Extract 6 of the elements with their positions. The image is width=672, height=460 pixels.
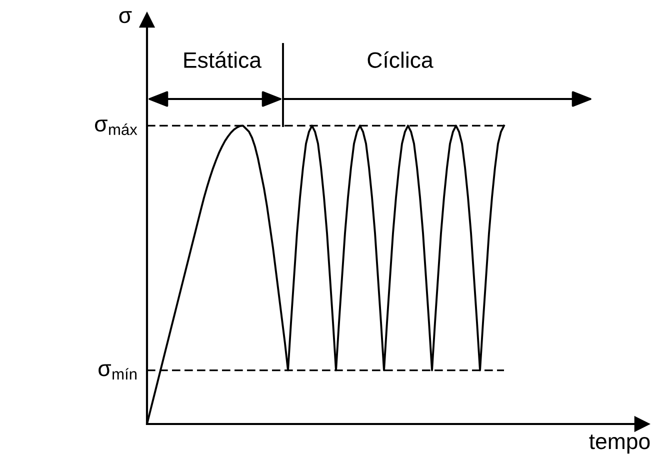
ref-line-label: σ$_{mín}$	[98, 364, 136, 380]
text: Estática	[184, 51, 262, 68]
ref-line-label: σ$_{máx}$	[95, 120, 138, 136]
x-axis-title: tempo	[589, 434, 650, 454]
text: Cíclica	[368, 51, 434, 68]
y-axis-title: σ	[119, 11, 132, 24]
